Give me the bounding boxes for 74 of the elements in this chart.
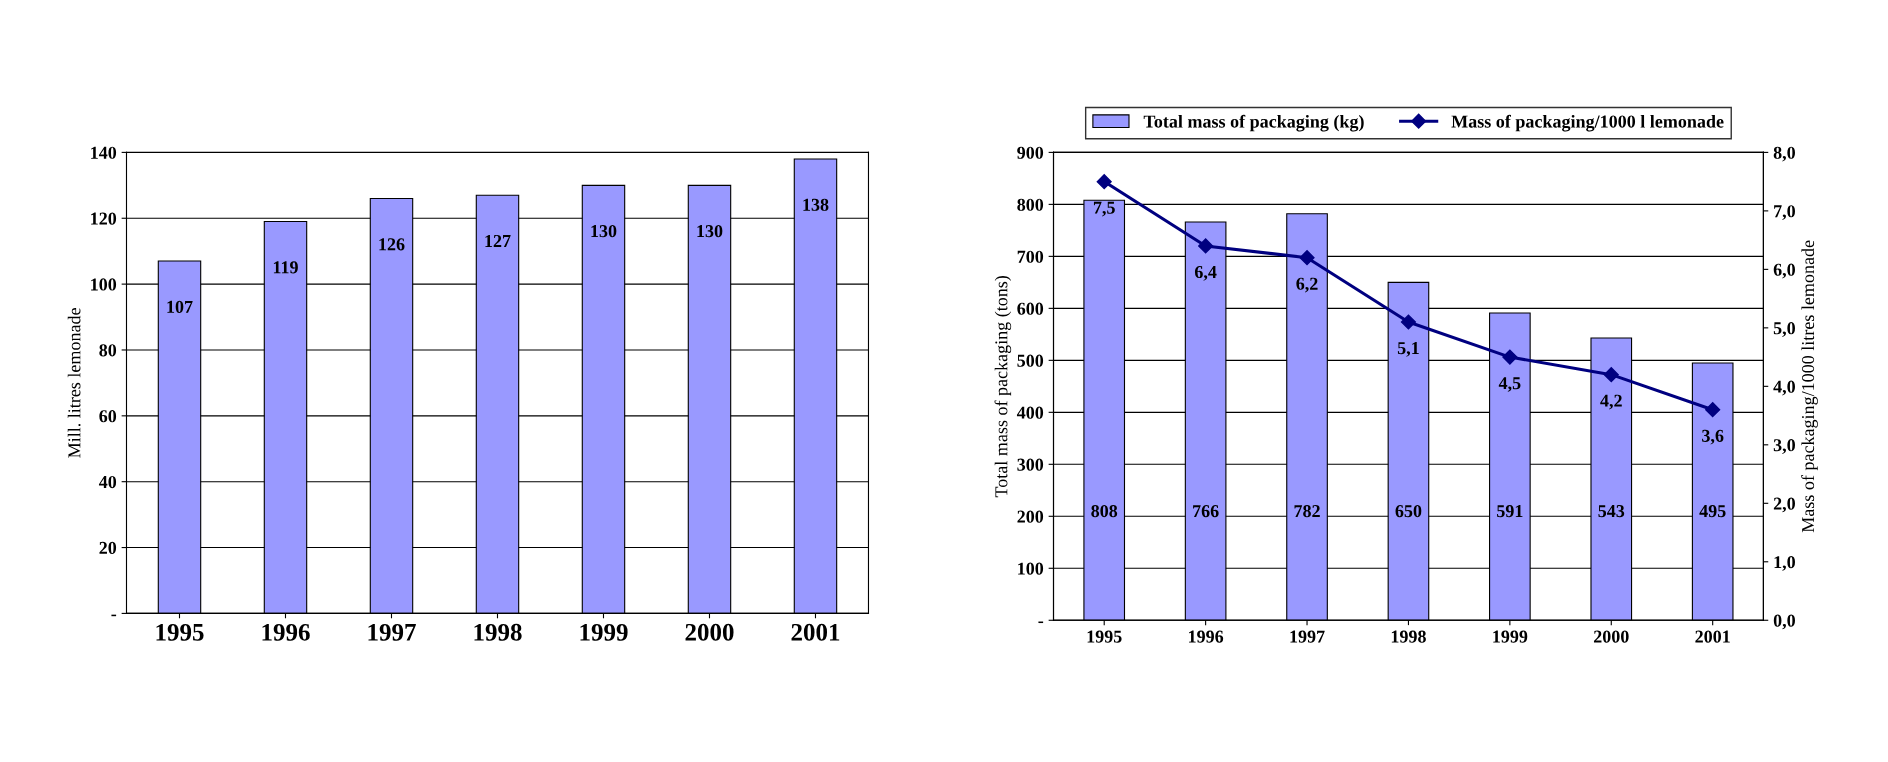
data-label: 126: [379, 238, 405, 251]
data-label: 107: [167, 300, 193, 313]
y-tick-label: 800: [1017, 198, 1044, 211]
legend-label: Total mass of packaging (kg): [1143, 114, 1364, 132]
x-tick-label: 2001: [791, 623, 840, 641]
y-tick-label: 500: [1017, 354, 1044, 367]
y-tick-label: 100: [1018, 562, 1044, 575]
y2-tick-label: 8,0: [1773, 146, 1795, 162]
data-label: 7,5: [1093, 201, 1115, 217]
y-tick-label: 900: [1017, 146, 1044, 159]
y-axis-title: Mill. litres lemonade: [67, 308, 81, 458]
y-axis-title: Total mass of packaging (tons): [994, 275, 1012, 498]
y2-tick-label: 0,0: [1773, 614, 1795, 630]
y-tick-label: 60: [99, 410, 117, 423]
data-label: 138: [803, 198, 829, 211]
x-tick-label: 1996: [1189, 630, 1224, 643]
y-tick-label: 100: [91, 278, 117, 291]
y2-tick-label: 6,0: [1773, 263, 1795, 279]
x-tick-label: 1998: [474, 623, 522, 641]
y-tick-label: 300: [1017, 458, 1044, 471]
y-tick-label: 200: [1017, 510, 1044, 523]
data-label: 4,2: [1600, 394, 1622, 410]
point: [1502, 349, 1518, 365]
data-label: 3,6: [1702, 429, 1724, 445]
y-tick-label: -: [1038, 621, 1044, 624]
data-label: 766: [1193, 505, 1219, 518]
point: [1096, 174, 1112, 190]
x-tick-label: 1997: [1290, 630, 1325, 643]
x-tick-label: 1998: [1391, 630, 1426, 643]
y-tick-label: -: [111, 614, 117, 617]
y2-tick-label: 1,0: [1774, 556, 1795, 571]
y-tick-label: 140: [91, 146, 117, 159]
y-tick-label: 700: [1017, 250, 1044, 263]
data-label: 130: [697, 225, 723, 238]
y-tick-label: 80: [99, 344, 117, 357]
y2-tick-label: 3,0: [1773, 439, 1795, 454]
point: [1705, 402, 1721, 418]
x-tick-label: 1999: [1493, 630, 1528, 643]
data-label: 127: [485, 234, 511, 247]
data-label: 543: [1598, 505, 1625, 518]
legend-label: Mass of packaging/1000 l lemonade: [1451, 114, 1724, 132]
data-label: 130: [591, 225, 617, 238]
point: [1400, 314, 1417, 330]
data-label: 808: [1091, 504, 1118, 518]
y2-tick-label: 7,0: [1774, 205, 1795, 220]
y-tick-label: 40: [98, 475, 117, 489]
point: [1198, 238, 1214, 254]
data-label: 591: [1497, 505, 1523, 518]
x-tick-label: 1996: [262, 623, 310, 641]
x-tick-label: 2001: [1695, 630, 1730, 643]
data-label: 782: [1294, 504, 1320, 518]
x-tick-label: 1999: [580, 623, 628, 641]
data-label: 5,1: [1397, 342, 1419, 357]
y2-tick-label: 2,0: [1773, 497, 1795, 513]
x-tick-label: 2000: [685, 623, 734, 641]
y-tick-label: 20: [99, 541, 117, 554]
data-label: 6,4: [1194, 265, 1217, 281]
y-tick-label: 600: [1017, 302, 1044, 315]
y2-tick-label: 5,0: [1773, 322, 1795, 337]
x-tick-label: 1995: [156, 623, 204, 641]
y-tick-label: 400: [1016, 406, 1044, 419]
y2-axis-title: Mass of packaging/1000 litres lemonade: [1801, 240, 1818, 533]
data-label: 119: [273, 261, 298, 274]
y2-tick-label: 4,0: [1773, 380, 1795, 396]
x-tick-label: 2000: [1593, 630, 1629, 643]
x-tick-label: 1995: [1087, 630, 1122, 643]
data-label: 650: [1395, 504, 1422, 518]
data-label: 495: [1699, 505, 1726, 518]
data-label: 6,2: [1296, 277, 1318, 293]
x-tick-label: 1997: [368, 623, 416, 641]
point: [1603, 367, 1619, 383]
y-tick-label: 120: [91, 212, 117, 225]
point: [1299, 250, 1315, 266]
data-label: 4,5: [1498, 377, 1521, 392]
